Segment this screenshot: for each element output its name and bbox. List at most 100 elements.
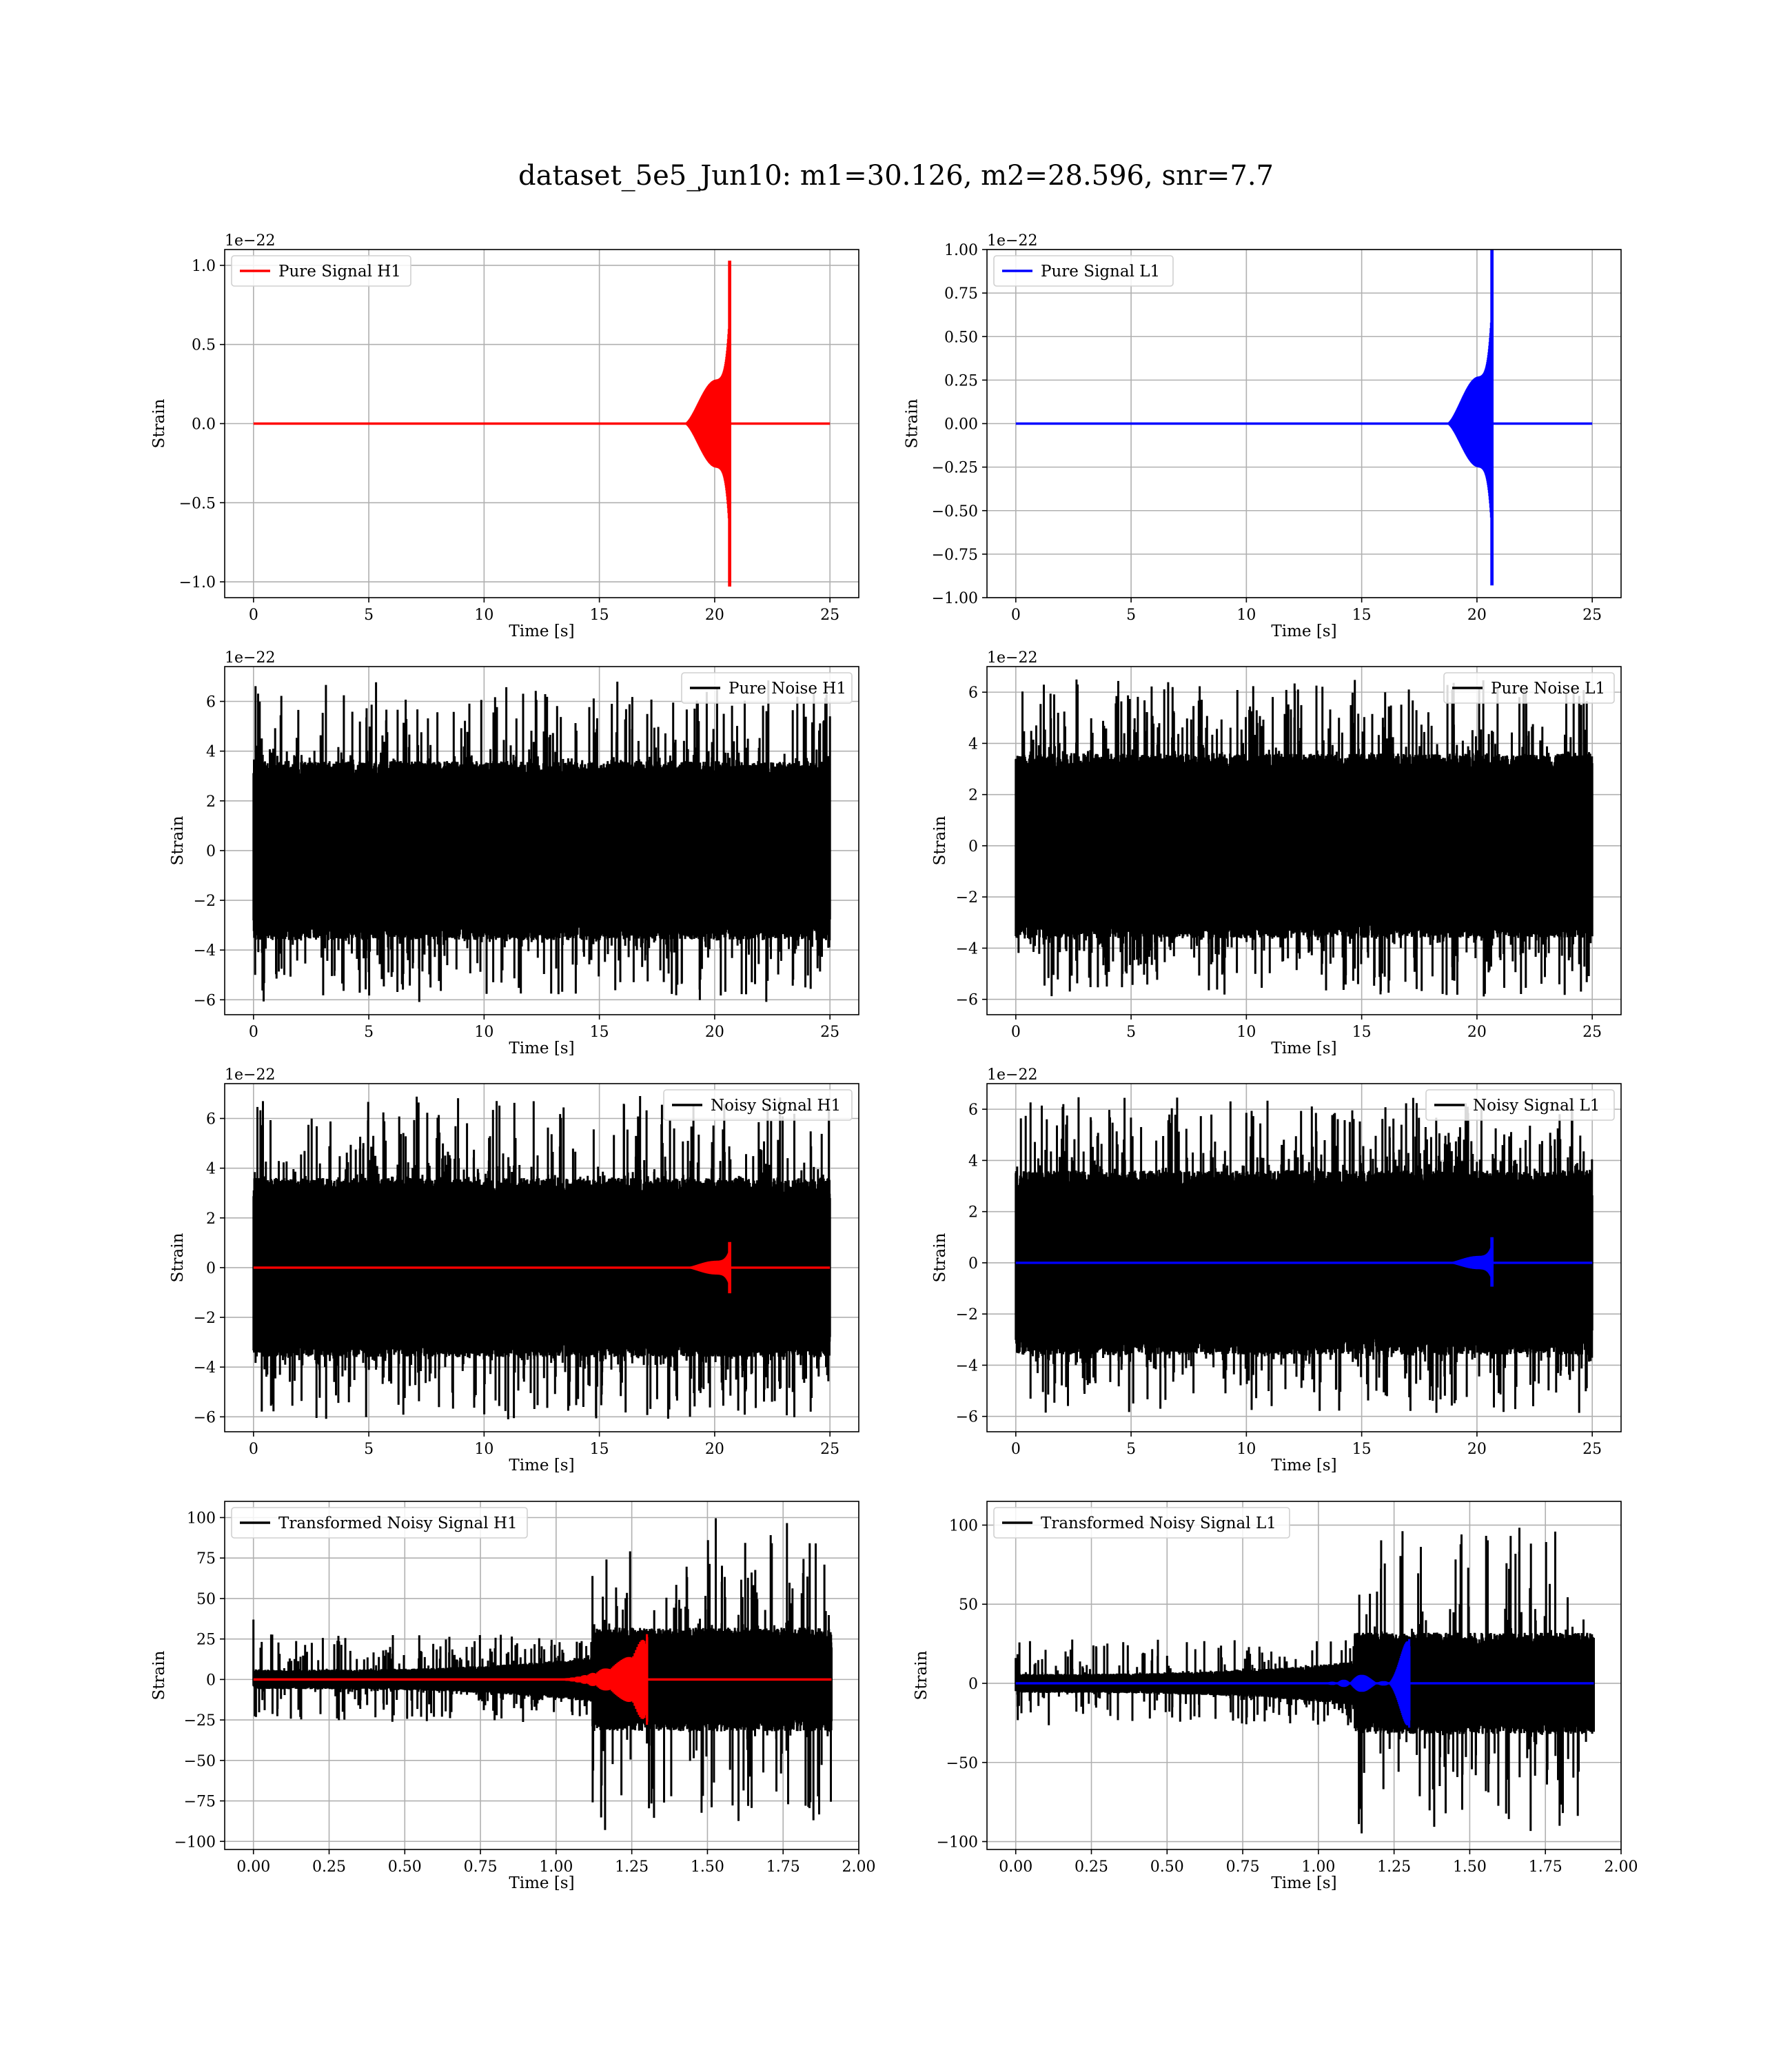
legend-label: Noisy Signal H1 bbox=[711, 1097, 841, 1115]
y-tick-label: 100 bbox=[949, 1517, 978, 1534]
y-axis-label: Strain bbox=[904, 398, 922, 448]
x-tick-label: 10 bbox=[1236, 607, 1256, 624]
y-tick-label: 0.0 bbox=[192, 416, 216, 434]
legend: Pure Signal H1 bbox=[231, 255, 411, 287]
x-tick-label: 1.00 bbox=[539, 1858, 573, 1876]
x-tick-label: 20 bbox=[1467, 1441, 1487, 1458]
axes-frame bbox=[224, 1501, 859, 1850]
x-tick-label: 0.25 bbox=[312, 1858, 346, 1876]
y-tick-label: 2 bbox=[206, 1210, 216, 1228]
legend: Transformed Noisy Signal H1 bbox=[231, 1507, 528, 1539]
y-tick-label: 0.50 bbox=[944, 329, 978, 346]
y-tick-label: −2 bbox=[956, 1306, 978, 1324]
y-offset-label: 1e−22 bbox=[225, 649, 275, 667]
y-tick-label: 6 bbox=[206, 1111, 216, 1128]
x-tick-label: 15 bbox=[590, 607, 609, 624]
subplot-6: 0 5 10 15 20 25 −6 −4 −2 0 2 4 6 1e−22 Time [s] Strain N… bbox=[931, 1066, 1622, 1474]
legend-label: Pure Noise L1 bbox=[1491, 680, 1605, 698]
y-tick-label: −1.0 bbox=[179, 574, 216, 591]
legend-label: Pure Signal H1 bbox=[278, 263, 401, 281]
noise-trace bbox=[252, 1096, 831, 1419]
y-tick-label: 0 bbox=[968, 838, 978, 855]
y-tick-label: −2 bbox=[956, 889, 978, 906]
y-axis-label: Strain bbox=[913, 1650, 930, 1700]
y-tick-label: 4 bbox=[968, 736, 978, 753]
x-tick-label: 1.75 bbox=[1529, 1858, 1562, 1876]
x-tick-label: 1.00 bbox=[1301, 1858, 1335, 1876]
y-tick-label: −50 bbox=[946, 1755, 978, 1772]
series-group bbox=[252, 1096, 831, 1419]
subplot-1: 0 5 10 15 20 25 −1.0 −0.5 0.0 0.5 1.0 1e−22 Time [s]… bbox=[150, 232, 859, 640]
y-tick-label: −2 bbox=[194, 893, 216, 910]
y-tick-label: −0.50 bbox=[932, 503, 978, 520]
x-tick-label: 0 bbox=[249, 1024, 258, 1041]
series-group bbox=[1015, 250, 1593, 586]
subplot-7: 0.00 0.25 0.50 0.75 1.00 1.25 1.50 1.75 2.00 −100… bbox=[150, 1501, 875, 1892]
x-tick-label: 15 bbox=[1352, 1024, 1372, 1041]
y-axis-label: Strain bbox=[169, 1233, 187, 1282]
y-tick-label: −100 bbox=[937, 1834, 978, 1852]
x-tick-label: 25 bbox=[820, 1024, 839, 1041]
y-tick-label: 1.0 bbox=[192, 258, 216, 275]
x-axis-label: Time [s] bbox=[1271, 622, 1336, 640]
x-tick-label: 10 bbox=[474, 1024, 493, 1041]
y-tick-label: −0.75 bbox=[932, 547, 978, 564]
legend: Pure Noise H1 bbox=[681, 672, 853, 704]
legend: Noisy Signal L1 bbox=[1425, 1089, 1615, 1121]
x-tick-label: 5 bbox=[364, 1024, 374, 1041]
x-tick-label: 0.75 bbox=[464, 1858, 498, 1876]
legend: Transformed Noisy Signal L1 bbox=[993, 1507, 1290, 1539]
axes-frame bbox=[224, 666, 859, 1015]
subplot-8: 0.00 0.25 0.50 0.75 1.00 1.25 1.50 1.75 2.00 −100… bbox=[913, 1501, 1638, 1892]
x-tick-label: 15 bbox=[590, 1441, 609, 1458]
x-tick-label: 0.00 bbox=[999, 1858, 1032, 1876]
y-axis-label: Strain bbox=[169, 815, 187, 865]
chirp-trace bbox=[684, 1241, 731, 1294]
x-tick-label: 5 bbox=[364, 607, 374, 624]
y-tick-label: −6 bbox=[956, 992, 978, 1009]
x-tick-label: 0 bbox=[1011, 607, 1021, 624]
y-offset-label: 1e−22 bbox=[225, 232, 275, 250]
y-tick-label: 50 bbox=[196, 1591, 216, 1608]
legend: Noisy Signal H1 bbox=[663, 1089, 853, 1121]
x-tick-label: 0.50 bbox=[1150, 1858, 1184, 1876]
y-tick-label: −4 bbox=[956, 1357, 978, 1375]
noise-trace bbox=[1015, 679, 1594, 997]
x-tick-label: 0.25 bbox=[1075, 1858, 1108, 1876]
x-tick-label: 0 bbox=[1011, 1024, 1021, 1041]
x-axis-label: Time [s] bbox=[509, 1457, 574, 1474]
x-tick-label: 10 bbox=[1236, 1024, 1256, 1041]
x-tick-label: 5 bbox=[1126, 1441, 1136, 1458]
legend-label: Transformed Noisy Signal L1 bbox=[1041, 1514, 1276, 1532]
y-tick-label: 0 bbox=[968, 1676, 978, 1693]
y-tick-label: −6 bbox=[194, 992, 216, 1009]
x-tick-label: 25 bbox=[820, 1441, 839, 1458]
legend: Pure Noise L1 bbox=[1443, 672, 1615, 704]
y-tick-label: −100 bbox=[174, 1834, 216, 1851]
y-tick-label: −0.5 bbox=[179, 495, 216, 512]
y-tick-label: −50 bbox=[184, 1753, 216, 1770]
legend-label: Noisy Signal L1 bbox=[1473, 1097, 1600, 1115]
x-tick-label: 15 bbox=[590, 1024, 609, 1041]
series-group bbox=[253, 261, 831, 587]
y-tick-label: −6 bbox=[194, 1409, 216, 1426]
x-tick-label: 15 bbox=[1352, 607, 1372, 624]
y-offset-label: 1e−22 bbox=[987, 232, 1037, 250]
y-tick-label: 0 bbox=[968, 1255, 978, 1273]
y-tick-label: 0.5 bbox=[192, 337, 216, 354]
x-tick-label: 1.50 bbox=[691, 1858, 724, 1876]
x-tick-label: 10 bbox=[1236, 1441, 1256, 1458]
x-tick-label: 10 bbox=[474, 607, 493, 624]
x-tick-label: 10 bbox=[474, 1441, 493, 1458]
y-tick-label: 6 bbox=[206, 694, 216, 711]
series-group bbox=[252, 680, 831, 1002]
x-tick-label: 0 bbox=[1011, 1441, 1021, 1458]
legend-box bbox=[681, 672, 853, 704]
y-tick-label: 6 bbox=[968, 685, 978, 702]
x-tick-label: 1.75 bbox=[766, 1858, 800, 1876]
x-tick-label: 5 bbox=[364, 1441, 374, 1458]
y-tick-label: −0.25 bbox=[932, 460, 978, 477]
subplot-2: 0 5 10 15 20 25 −1.00 −0.75 −0.50 −0.25 0.00 0.25 0.… bbox=[904, 232, 1622, 640]
subplot-3: 0 5 10 15 20 25 −6 −4 −2 0 2 4 6 1e−22 Time [s] Strain P… bbox=[169, 649, 859, 1057]
x-axis-label: Time [s] bbox=[509, 1874, 574, 1892]
